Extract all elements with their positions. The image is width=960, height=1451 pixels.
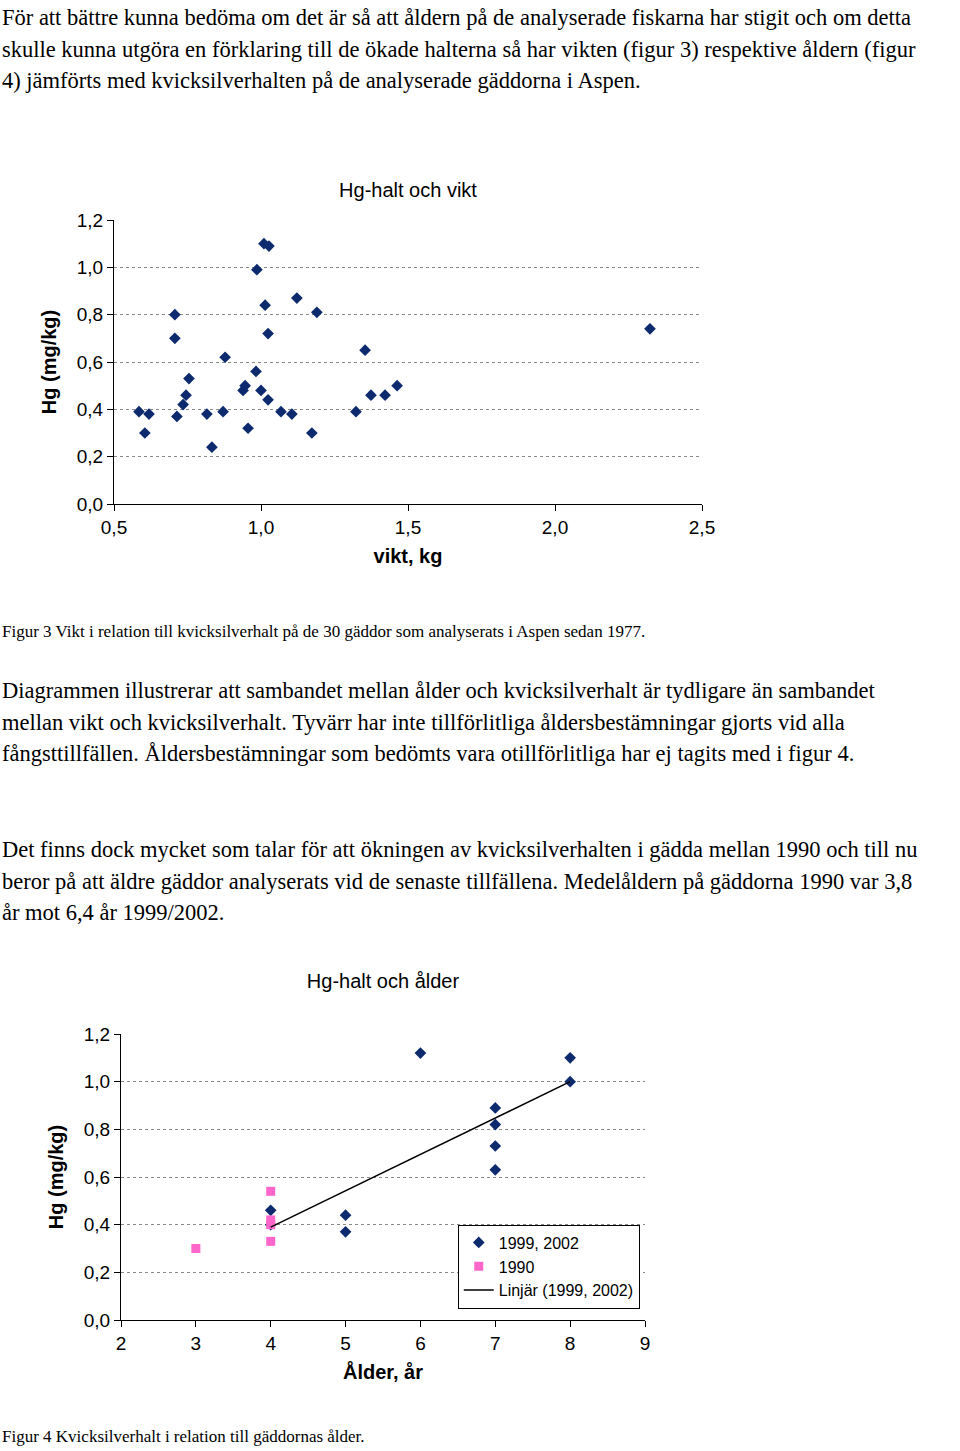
svg-text:vikt, kg: vikt, kg: [374, 545, 443, 567]
svg-text:0,2: 0,2: [84, 1262, 110, 1283]
svg-text:Ålder, år: Ålder, år: [343, 1360, 423, 1383]
svg-text:1,5: 1,5: [395, 517, 421, 538]
html-text:För att bättre kunna bedöma om: För att bättre kunna bedöma om det är så…: [2, 5, 916, 93]
svg-text:1,2: 1,2: [77, 210, 103, 231]
svg-text:1,0: 1,0: [84, 1071, 110, 1092]
svg-text:0,4: 0,4: [84, 1214, 111, 1235]
svg-text:Hg (mg/kg): Hg (mg/kg): [45, 1125, 67, 1229]
svg-text:1,2: 1,2: [84, 1024, 110, 1045]
svg-text:Hg-halt och ålder: Hg-halt och ålder: [307, 970, 460, 992]
svg-text:4: 4: [265, 1333, 276, 1354]
svg-text:Hg (mg/kg): Hg (mg/kg): [38, 310, 60, 414]
svg-text:0,8: 0,8: [84, 1119, 110, 1140]
html-text:Figur 3 Vikt i relation till k: Figur 3 Vikt i relation till kvicksilver…: [2, 622, 646, 641]
svg-text:2: 2: [116, 1333, 127, 1354]
svg-text:0,0: 0,0: [84, 1310, 110, 1331]
html-text:Figur 4 Kvicksilverhalt i rela: Figur 4 Kvicksilverhalt i relation till …: [2, 1427, 365, 1446]
svg-text:9: 9: [640, 1333, 651, 1354]
svg-text:1,0: 1,0: [77, 257, 103, 278]
svg-text:5: 5: [340, 1333, 351, 1354]
svg-text:0,6: 0,6: [77, 352, 103, 373]
svg-text:0,5: 0,5: [101, 517, 127, 538]
html-text:Det finns dock mycket som tala: Det finns dock mycket som talar för att …: [2, 837, 918, 925]
svg-text:6: 6: [415, 1333, 426, 1354]
svg-text:2,0: 2,0: [542, 517, 568, 538]
svg-text:Linjär (1999, 2002): Linjär (1999, 2002): [499, 1282, 633, 1299]
svg-text:0,2: 0,2: [77, 446, 103, 467]
svg-text:3: 3: [191, 1333, 202, 1354]
svg-text:0,0: 0,0: [77, 494, 103, 515]
svg-text:1,0: 1,0: [248, 517, 274, 538]
svg-text:Hg-halt och vikt: Hg-halt och vikt: [339, 179, 477, 201]
svg-text:0,4: 0,4: [77, 399, 104, 420]
svg-text:8: 8: [565, 1333, 576, 1354]
svg-text:0,8: 0,8: [77, 304, 103, 325]
html-text:Diagrammen illustrerar att sam: Diagrammen illustrerar att sambandet mel…: [2, 678, 875, 766]
svg-text:1990: 1990: [499, 1259, 535, 1276]
svg-text:7: 7: [490, 1333, 501, 1354]
svg-text:0,6: 0,6: [84, 1167, 110, 1188]
svg-text:1999, 2002: 1999, 2002: [499, 1235, 579, 1252]
svg-text:2,5: 2,5: [689, 517, 715, 538]
